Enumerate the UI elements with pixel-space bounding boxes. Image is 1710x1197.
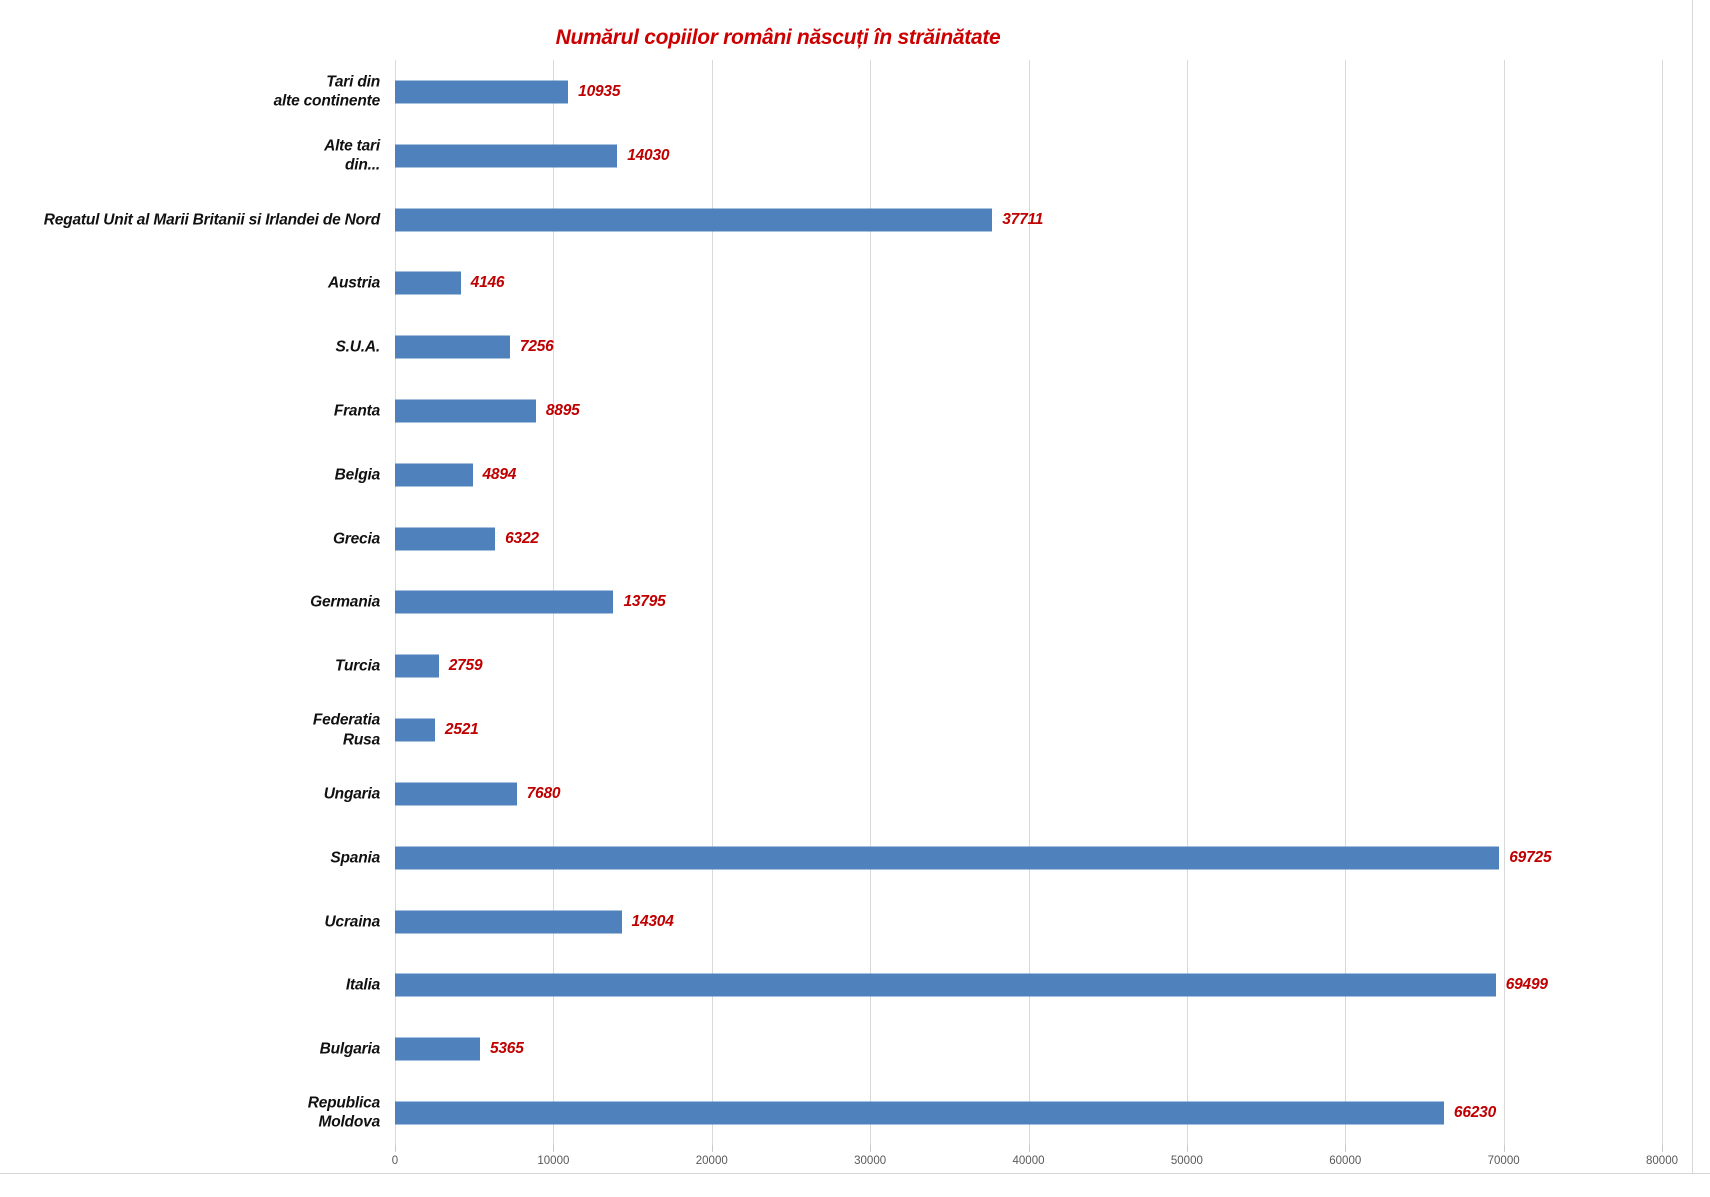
value-label: 5365 [489, 1040, 524, 1058]
category-label: Grecia [332, 529, 380, 547]
bar-row: Spania 69725 [0, 826, 1710, 890]
gridline [711, 60, 713, 1145]
x-axis-tick-label: 50000 [1170, 1155, 1203, 1167]
bar-row: Republica Moldova 66230 [0, 1081, 1710, 1145]
bar-row: S.U.A. 7256 [0, 315, 1710, 379]
bar-row: Regatul Unit al Marii Britanii si Irland… [0, 188, 1710, 252]
value-label: 4894 [482, 465, 517, 483]
category-label: Ucraina [324, 912, 381, 930]
axis-tick [395, 1145, 396, 1152]
bar [395, 271, 461, 295]
bar [395, 80, 569, 104]
category-label: Regatul Unit al Marii Britanii si Irland… [43, 210, 380, 228]
bar [395, 846, 1500, 870]
axis-tick [1503, 1145, 1505, 1152]
gridline [1503, 60, 1505, 1145]
bar [395, 973, 1496, 997]
value-label: 14030 [627, 146, 670, 164]
bar-row: Ungaria 7680 [0, 762, 1710, 826]
category-label: Federatia Rusa [312, 711, 380, 749]
x-axis-tick-label: 30000 [854, 1155, 887, 1167]
axis-tick [553, 1145, 555, 1152]
axis-tick [1345, 1145, 1347, 1152]
axis-tick [1028, 1145, 1030, 1152]
value-label: 4146 [470, 274, 505, 292]
category-label: Spania [330, 849, 380, 867]
bar [395, 1101, 1444, 1125]
value-label: 2759 [448, 657, 483, 675]
x-axis-tick-label: 40000 [1012, 1155, 1045, 1167]
bar-row: Bulgaria 5365 [0, 1017, 1710, 1081]
category-label: Franta [333, 402, 380, 420]
bar-row: Ucraina 14304 [0, 890, 1710, 954]
category-label: Germania [310, 593, 380, 611]
value-label: 8895 [545, 402, 580, 420]
category-label: Tari din alte continente [273, 73, 381, 110]
category-label: Bulgaria [319, 1040, 381, 1058]
value-label: 7680 [526, 784, 561, 802]
bar [395, 144, 618, 168]
bar-row: Grecia 6322 [0, 507, 1710, 571]
bar-row: Italia 69499 [0, 954, 1710, 1018]
category-label: S.U.A. [335, 338, 381, 356]
value-label: 7256 [519, 338, 554, 356]
value-label: 69499 [1505, 976, 1548, 994]
category-label: Austria [327, 274, 380, 292]
category-label: Republica Moldova [307, 1094, 380, 1132]
chart-title: Numărul copiilor români născuți în străi… [555, 26, 1001, 50]
axis-tick [870, 1145, 872, 1152]
axis-tick [1186, 1145, 1188, 1152]
x-axis-tick-label: 0 [391, 1155, 399, 1167]
bar-row: Franta 8895 [0, 379, 1710, 443]
card-right-border [1692, 0, 1693, 1173]
value-label: 14304 [631, 912, 674, 930]
bar [395, 590, 614, 614]
bar [395, 399, 536, 423]
bar-row: Federatia Rusa 2521 [0, 698, 1710, 762]
value-label: 69725 [1509, 848, 1552, 866]
bar [395, 654, 439, 678]
bar [395, 1037, 480, 1061]
value-label: 6322 [505, 529, 539, 547]
bar-row: Germania 13795 [0, 571, 1710, 635]
category-label: Italia [345, 976, 380, 994]
gridline [1345, 60, 1347, 1145]
value-label: 10935 [578, 82, 621, 100]
axis-tick [1662, 1145, 1663, 1152]
bar-row: Tari din alte continente 10935 [0, 60, 1710, 124]
bar [395, 910, 622, 934]
bar-row: Belgia 4894 [0, 443, 1710, 507]
x-axis-tick-label: 70000 [1487, 1155, 1520, 1167]
x-axis-tick-label: 10000 [537, 1155, 570, 1167]
category-label: Ungaria [323, 785, 381, 803]
bar [395, 463, 473, 487]
bar-row: Austria 4146 [0, 251, 1710, 315]
x-axis-tick-label: 80000 [1646, 1155, 1678, 1167]
gridline [1186, 60, 1188, 1145]
category-label: Alte tari din... [324, 137, 380, 174]
category-label: Belgia [334, 466, 381, 484]
value-label: 13795 [623, 593, 666, 611]
value-label: 66230 [1453, 1104, 1497, 1122]
value-label: 37711 [1002, 210, 1044, 228]
bar [395, 527, 496, 551]
value-label: 2521 [444, 721, 479, 739]
bar-row: Turcia 2759 [0, 634, 1710, 698]
gridline [870, 60, 872, 1145]
bar [395, 208, 993, 232]
x-axis-tick-label: 20000 [695, 1155, 728, 1167]
axis-tick [711, 1145, 713, 1152]
bar [395, 718, 435, 742]
gridline [1662, 60, 1663, 1145]
card-bottom-border [0, 1173, 1710, 1174]
bar [395, 782, 517, 806]
category-label: Turcia [334, 657, 380, 675]
x-axis-tick-label: 60000 [1329, 1155, 1362, 1167]
gridline [1028, 60, 1030, 1145]
bar [395, 335, 510, 359]
bar-row: Alte tari din... 14030 [0, 124, 1710, 188]
